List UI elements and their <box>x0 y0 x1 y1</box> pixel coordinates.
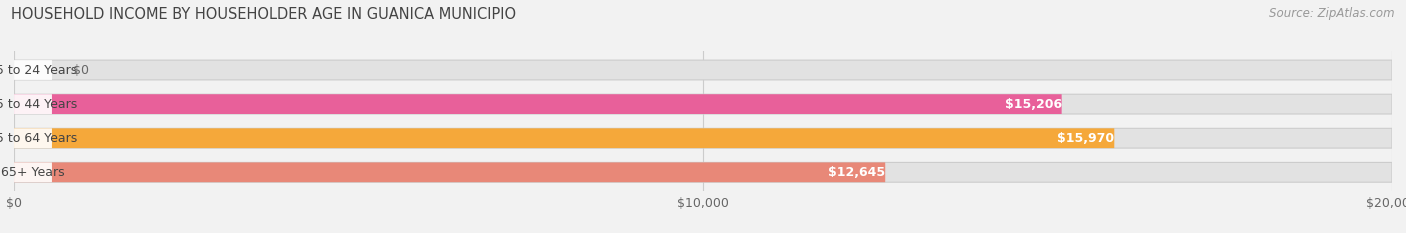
FancyBboxPatch shape <box>14 128 1115 148</box>
FancyBboxPatch shape <box>14 162 52 182</box>
FancyBboxPatch shape <box>14 94 1062 114</box>
FancyBboxPatch shape <box>14 162 886 182</box>
FancyBboxPatch shape <box>14 128 1392 148</box>
FancyBboxPatch shape <box>14 94 1392 114</box>
Text: HOUSEHOLD INCOME BY HOUSEHOLDER AGE IN GUANICA MUNICIPIO: HOUSEHOLD INCOME BY HOUSEHOLDER AGE IN G… <box>11 7 516 22</box>
FancyBboxPatch shape <box>14 60 1392 80</box>
Text: 15 to 24 Years: 15 to 24 Years <box>0 64 77 76</box>
Text: $0: $0 <box>73 64 89 76</box>
FancyBboxPatch shape <box>14 94 52 114</box>
Text: $15,970: $15,970 <box>1057 132 1115 145</box>
FancyBboxPatch shape <box>14 162 1392 182</box>
Text: Source: ZipAtlas.com: Source: ZipAtlas.com <box>1270 7 1395 20</box>
FancyBboxPatch shape <box>14 128 52 148</box>
FancyBboxPatch shape <box>14 60 52 80</box>
Text: 65+ Years: 65+ Years <box>1 166 65 179</box>
Text: 25 to 44 Years: 25 to 44 Years <box>0 98 77 111</box>
Text: $15,206: $15,206 <box>1004 98 1062 111</box>
Text: 45 to 64 Years: 45 to 64 Years <box>0 132 77 145</box>
Text: $12,645: $12,645 <box>828 166 886 179</box>
